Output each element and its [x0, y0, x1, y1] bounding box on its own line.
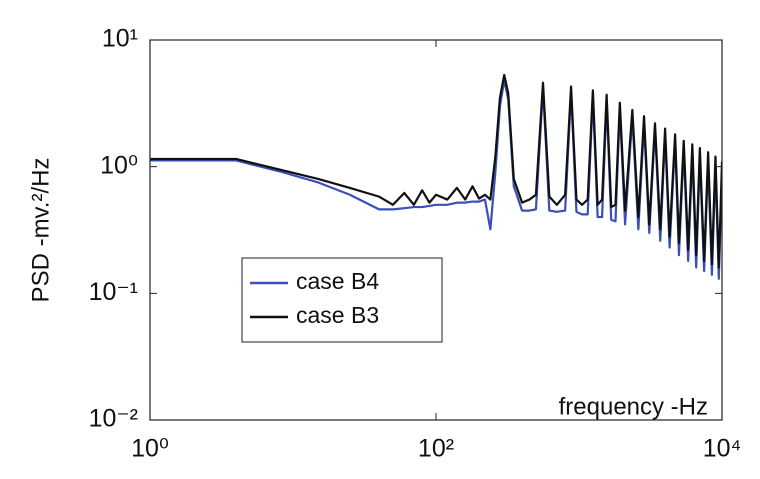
legend-label: case B3	[296, 302, 379, 328]
x-axis-label: frequency -Hz	[559, 393, 708, 420]
series-line	[150, 73, 722, 269]
y-tick-label: 10⁻¹	[89, 278, 138, 306]
y-tick-label: 10⁰	[100, 151, 138, 179]
x-tick-label: 10²	[418, 435, 454, 463]
x-tick-label: 10⁴	[703, 435, 742, 463]
legend-box	[241, 257, 443, 343]
legend: case B4 case B3	[241, 257, 443, 343]
plot-frame	[149, 39, 723, 421]
y-tick-label: 10¹	[102, 25, 138, 53]
legend-label: case B4	[296, 268, 379, 294]
y-tick-label: 10⁻²	[89, 405, 138, 433]
y-axis-label: PSD -mv.²/Hz	[27, 158, 54, 303]
x-tick-label: 10⁰	[131, 435, 169, 463]
